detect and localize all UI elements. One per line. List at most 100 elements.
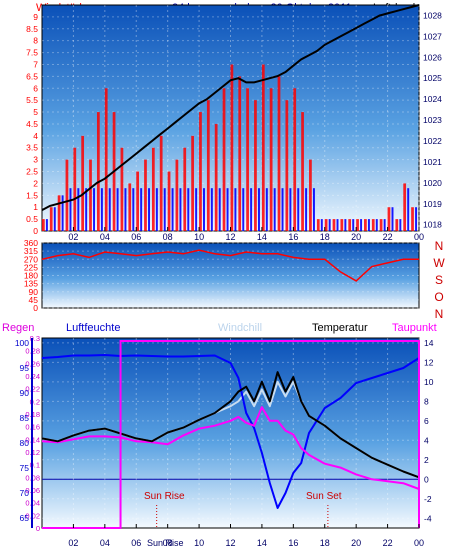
wind-tick-label: 3.5 (26, 143, 38, 153)
gust-bar (226, 188, 229, 231)
temp-tick-label: 8 (424, 396, 429, 406)
wind-bar (159, 135, 163, 231)
wind-tick-label: 8.5 (26, 24, 38, 34)
wind-bar (96, 112, 100, 231)
wind-bar (65, 159, 69, 231)
wind-bar (269, 88, 273, 232)
gust-bar (179, 188, 182, 231)
gust-bar (289, 188, 292, 231)
gust-bar (242, 188, 245, 231)
temp-tick-label: 6 (424, 416, 429, 426)
climate-panel-background (41, 337, 420, 529)
humidity-tick-label: 80 (20, 438, 30, 448)
humidity-tick-label: 90 (20, 388, 30, 398)
time-tick-label: 00 (414, 232, 424, 242)
gust-bar (116, 188, 119, 231)
wind-bar (364, 219, 367, 231)
rain-accumulation-line (42, 340, 420, 529)
wind-bar (175, 159, 179, 231)
humidity-tick-label: 75 (20, 463, 30, 473)
gust-bar (45, 219, 48, 231)
rain-tick-label: 0 (36, 524, 40, 533)
gust-bar (148, 188, 150, 231)
sun-rise-label: Sun Rise (144, 491, 185, 502)
time-tick-label: 12 (225, 232, 235, 242)
time-tick-label: 22 (383, 232, 393, 242)
wind-tick-label: 9 (33, 12, 38, 22)
compass-letter: O (434, 290, 443, 304)
wind-tick-label: 7.5 (26, 48, 38, 58)
gust-bar (61, 195, 64, 231)
direction-tick-label: 135 (24, 279, 38, 289)
wind-bar (356, 219, 359, 231)
pressure-curve (41, 4, 420, 211)
wind-tick-label: 1.5 (26, 190, 38, 200)
direction-tick-label: 180 (24, 271, 38, 281)
time-tick-label: 20 (351, 538, 361, 548)
gust-bar (320, 219, 323, 231)
wind-tick-label: 4.5 (26, 119, 38, 129)
wind-bar (387, 207, 391, 231)
wind-bar (104, 88, 108, 232)
gust-bar (69, 188, 72, 231)
pressure-right-axis: 1018 1019 1020 1021 1022 1023 1024 1025 1026 1027… (423, 10, 442, 229)
direction-panel-background (41, 242, 420, 309)
pressure-tick-label: 1025 (423, 73, 442, 83)
temp-tick-label: 12 (424, 357, 434, 367)
temperature-axis: -4 -2 0 2 4 6 8 10 12 14 (424, 338, 434, 523)
temp-tick-label: 4 (424, 435, 429, 445)
gust-bar (93, 188, 96, 231)
pressure-tick-label: 1023 (423, 115, 442, 125)
gust-bar (77, 188, 80, 231)
wind-bar (57, 195, 61, 231)
wind-bar (191, 135, 194, 231)
time-tick-label: 02 (68, 538, 78, 548)
wind-bar (261, 64, 265, 231)
gust-bar (344, 219, 347, 231)
wind-bar (403, 183, 407, 231)
gust-bar (234, 188, 237, 231)
wind-bar (254, 100, 257, 231)
pressure-line (41, 4, 420, 211)
pressure-tick-label: 1021 (423, 157, 442, 167)
gust-bar (108, 188, 111, 231)
wind-bar (136, 171, 139, 231)
pressure-tick-label: 1018 (423, 220, 442, 230)
gust-bar (273, 188, 276, 231)
compass-letter: N (435, 239, 444, 253)
gust-bar (407, 188, 410, 231)
wind-left-axis: 0 0.5 1 1.5 22.5 3 3.5 4 4.5 5 5.5 6 6.5 77.5 8 8.5 9 (26, 12, 38, 236)
time-tick-label: 04 (100, 232, 110, 242)
wind-bar (285, 100, 289, 231)
wind-bar (81, 135, 85, 231)
time-tick-label: 14 (257, 232, 267, 242)
wind-bar (199, 112, 202, 231)
climate-lines (41, 340, 420, 529)
temp-tick-label: 2 (424, 455, 429, 465)
humidity-tick-label: 100 (15, 338, 29, 348)
rain-tick-label: 0.2 (30, 397, 40, 406)
gust-bar (203, 188, 205, 231)
gust-bar (328, 219, 331, 231)
sun-rise-axis-label: Sun Rise (147, 538, 184, 548)
wind-bar (89, 159, 92, 231)
wind-tick-label: 5 (33, 107, 38, 117)
pressure-tick-label: 1027 (423, 31, 442, 41)
wind-bar (167, 171, 171, 231)
temp-tick-label: 10 (424, 377, 434, 387)
time-tick-label: 02 (68, 232, 78, 242)
pressure-tick-label: 1026 (423, 52, 442, 62)
gust-bar (367, 219, 370, 231)
wind-bar (42, 219, 45, 231)
gust-bar (210, 188, 213, 231)
gust-bar (352, 219, 355, 231)
pressure-tick-label: 1019 (423, 199, 442, 209)
wind-direction-line (41, 249, 419, 282)
gust-bar (171, 188, 174, 231)
wind-tick-label: 6.5 (26, 71, 38, 81)
humidity-tick-label: 70 (20, 488, 30, 498)
wind-bar (348, 219, 352, 231)
wind-bar (49, 207, 53, 231)
wind-tick-label: 6 (33, 83, 38, 93)
